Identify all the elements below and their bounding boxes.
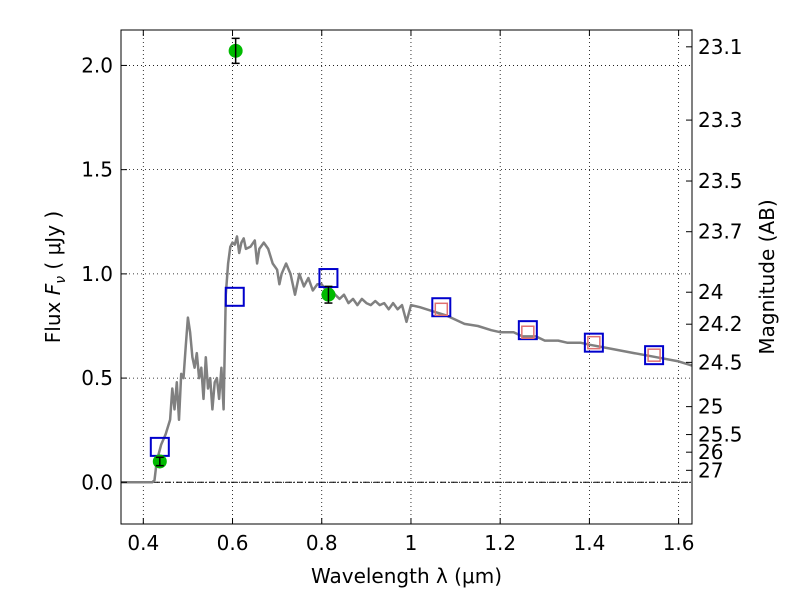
ticks: 0.4 0.6 0.8 1 1.2 1.4 1.6 0.0 0.5 1.0 1.5 2.0 23.1 23…	[81, 30, 743, 555]
y-axis-label-prefix: Flux	[41, 295, 65, 343]
model-flux-square-red	[434, 302, 449, 317]
x-tick-label: 1	[405, 531, 418, 555]
y-tick-label: 1.0	[81, 262, 113, 286]
y2-tick-label: 25.5	[698, 423, 743, 447]
model-spectrum-line	[121, 235, 693, 484]
y-tick-label: 0.5	[81, 366, 113, 390]
plot-frame	[120, 29, 693, 525]
y2-axis-label: Magnitude (AB)	[755, 199, 779, 354]
model-flux-square	[517, 320, 538, 341]
y2-tick-label: 23.1	[698, 35, 743, 59]
model-flux-square-red	[647, 348, 661, 362]
y2-tick-label: 25	[698, 395, 723, 419]
y-axis-label-suffix: ( μJy )	[41, 211, 65, 276]
y2-tick-label: 27	[698, 458, 723, 482]
y2-tick-label: 23.7	[698, 220, 743, 244]
x-tick-label: 1.4	[573, 531, 605, 555]
y-axis-label: Flux Fν ( μJy )	[41, 211, 69, 343]
y2-tick-label: 23.3	[698, 108, 743, 132]
y2-tick-label: 23.5	[698, 169, 743, 193]
x-tick-label: 0.8	[306, 531, 338, 555]
model-flux-square	[644, 345, 665, 366]
y-axis-label-subscript: ν	[53, 276, 69, 284]
x-tick-label: 1.6	[663, 531, 695, 555]
model-flux-square	[583, 332, 604, 353]
model-flux-square	[431, 297, 452, 318]
y-axis-label-symbol: F	[41, 283, 65, 295]
model-flux-square-red	[521, 325, 535, 339]
y2-tick-label: 26	[698, 440, 723, 464]
model-flux-square	[224, 286, 245, 307]
model-flux-square-red	[587, 335, 601, 350]
x-tick-label: 1.2	[484, 531, 516, 555]
y2-tick-label: 24	[698, 280, 723, 304]
grid	[121, 30, 692, 524]
y2-tick-label: 24.5	[698, 350, 743, 374]
y2-tick-label: 24.2	[698, 312, 743, 336]
series-layer	[121, 37, 693, 484]
x-tick-label: 0.6	[217, 531, 249, 555]
x-axis-label: Wavelength λ (μm)	[311, 564, 502, 588]
x-tick-label: 0.4	[127, 531, 159, 555]
y-tick-label: 1.5	[81, 158, 113, 182]
y-tick-label: 0.0	[81, 470, 113, 494]
y-tick-label: 2.0	[81, 53, 113, 77]
